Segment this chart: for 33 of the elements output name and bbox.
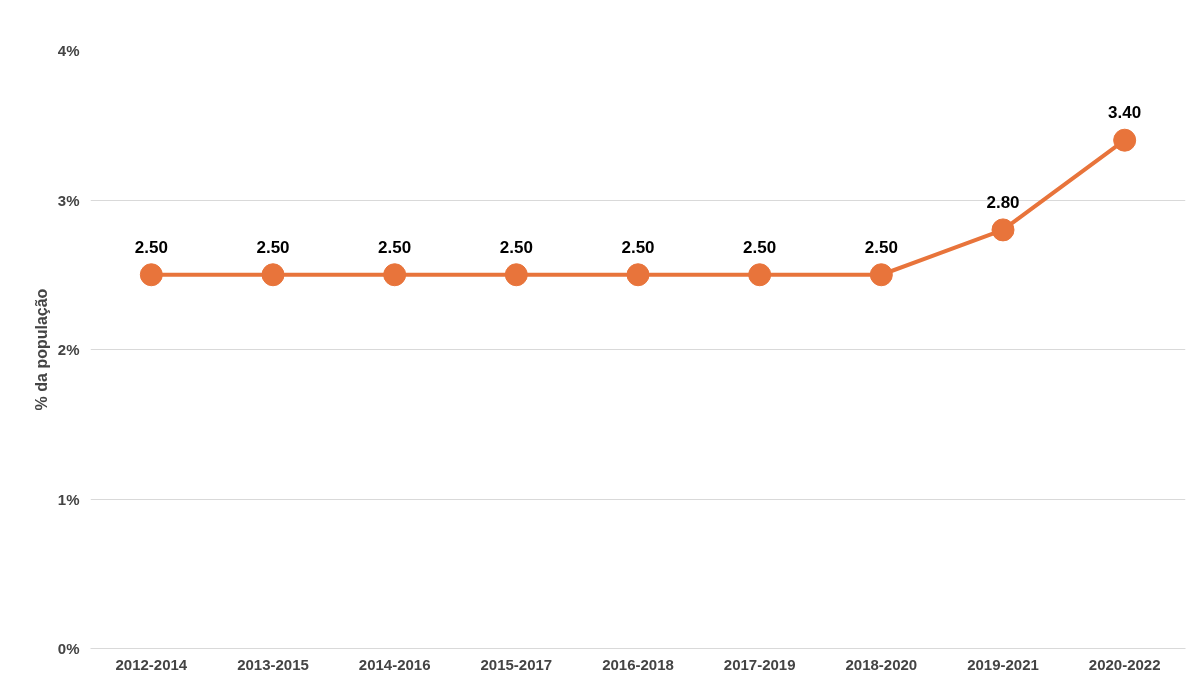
point bbox=[991, 218, 1015, 242]
y-tick-label: 1% bbox=[57, 490, 80, 508]
x-tick-label: 2020-2022 bbox=[1088, 655, 1161, 673]
x-tick-label: 2016-2018 bbox=[602, 655, 674, 673]
data-label: 2.50 bbox=[864, 237, 898, 257]
y-tick-label: 3% bbox=[57, 191, 80, 209]
point bbox=[139, 263, 163, 287]
data-label: 2.50 bbox=[378, 237, 412, 257]
data-label: 2.50 bbox=[743, 237, 777, 257]
point bbox=[1113, 128, 1137, 152]
point bbox=[504, 263, 528, 287]
y-tick-label: 2% bbox=[57, 341, 80, 358]
point bbox=[869, 263, 893, 287]
data-label: 2.50 bbox=[256, 237, 290, 257]
data-label: 3.40 bbox=[1108, 103, 1142, 123]
x-tick-label: 2017-2019 bbox=[723, 655, 796, 673]
y-tick-label: 0% bbox=[57, 640, 80, 657]
data-label: 2.50 bbox=[134, 237, 168, 257]
point bbox=[748, 263, 772, 287]
x-tick-label: 2014-2016 bbox=[358, 655, 431, 673]
data-label: 2.50 bbox=[499, 237, 533, 257]
x-tick-label: 2012-2014 bbox=[115, 655, 188, 673]
x-tick-label: 2018-2020 bbox=[845, 655, 918, 673]
point bbox=[626, 263, 650, 287]
x-tick-label: 2015-2017 bbox=[480, 655, 553, 673]
data-label: 2.80 bbox=[986, 192, 1020, 212]
y-axis-title: % da população bbox=[32, 288, 50, 411]
point bbox=[261, 263, 285, 287]
data-label: 2.50 bbox=[621, 237, 655, 257]
x-tick-label: 2019-2021 bbox=[967, 655, 1039, 673]
x-tick-label: 2013-2015 bbox=[237, 655, 309, 673]
point bbox=[383, 263, 407, 287]
y-tick-label: 4% bbox=[57, 42, 80, 59]
